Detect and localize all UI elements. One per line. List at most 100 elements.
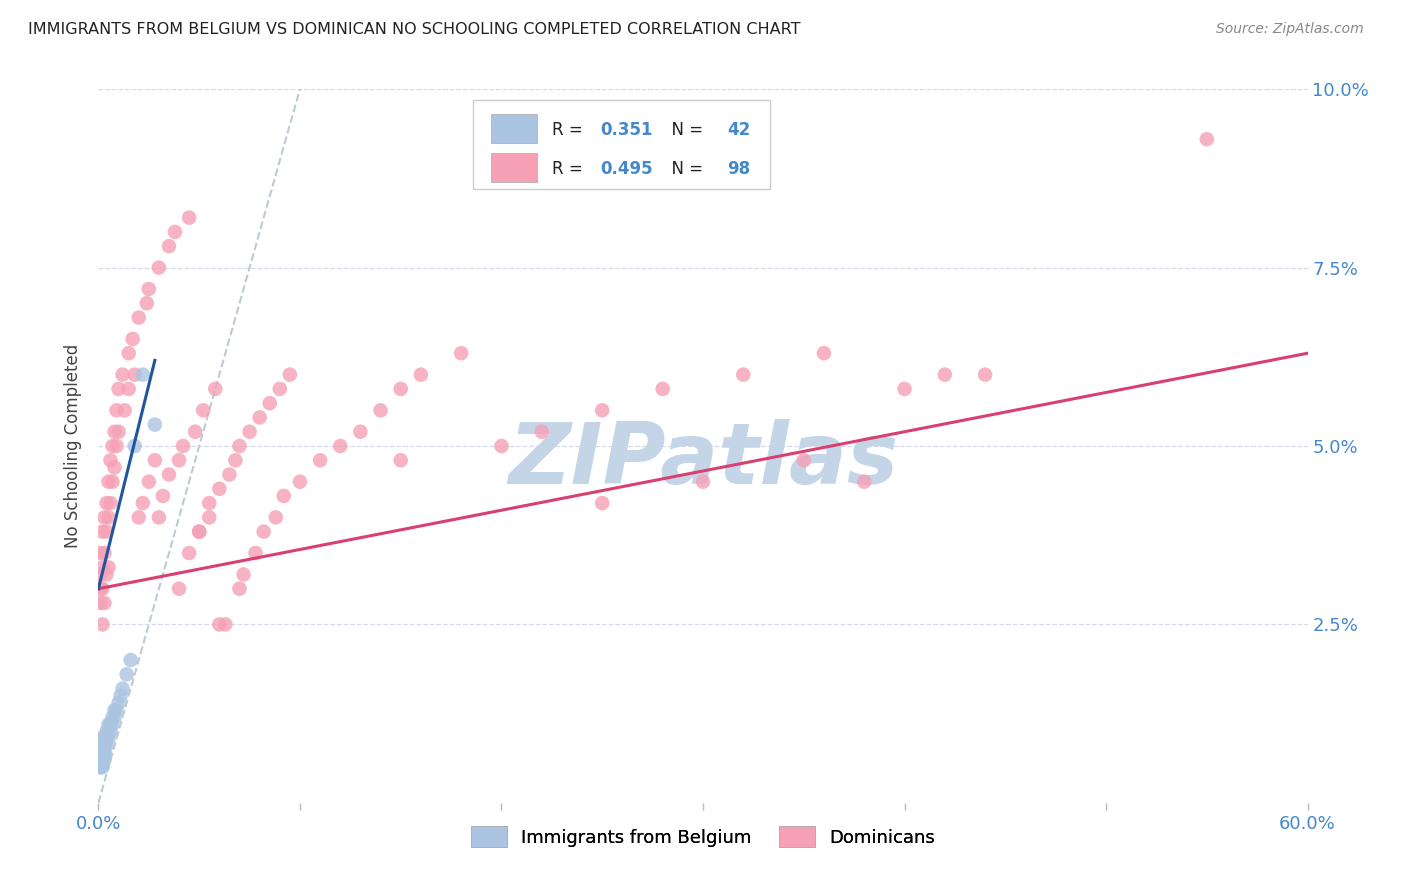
FancyBboxPatch shape — [492, 114, 537, 143]
Point — [179, 546, 201, 560]
Point — [1195, 132, 1218, 146]
Text: N =: N = — [661, 120, 709, 139]
Point — [100, 724, 122, 739]
Point — [143, 453, 166, 467]
Point — [148, 510, 170, 524]
Text: 42: 42 — [727, 120, 751, 139]
Point — [114, 403, 136, 417]
FancyBboxPatch shape — [474, 100, 769, 189]
Point — [853, 475, 876, 489]
Point — [239, 425, 262, 439]
Point — [309, 453, 332, 467]
Point — [103, 703, 125, 717]
Point — [793, 453, 815, 467]
Point — [934, 368, 956, 382]
Point — [93, 731, 115, 746]
Point — [253, 524, 276, 539]
Point — [132, 496, 155, 510]
Point — [89, 760, 111, 774]
Point — [89, 567, 111, 582]
Point — [93, 596, 115, 610]
Point — [409, 368, 432, 382]
Point — [91, 739, 114, 753]
Point — [111, 681, 134, 696]
Point — [288, 475, 311, 489]
Point — [91, 731, 114, 746]
Point — [152, 489, 174, 503]
FancyBboxPatch shape — [492, 153, 537, 182]
Point — [389, 382, 412, 396]
Point — [91, 753, 114, 767]
Point — [89, 746, 111, 760]
Text: ZIPatlas: ZIPatlas — [508, 418, 898, 502]
Point — [163, 225, 186, 239]
Point — [89, 582, 111, 596]
Point — [91, 560, 114, 574]
Point — [93, 546, 115, 560]
Point — [120, 653, 142, 667]
Point — [97, 731, 120, 746]
Text: 0.495: 0.495 — [600, 161, 652, 178]
Point — [93, 510, 115, 524]
Point — [107, 425, 129, 439]
Point — [450, 346, 472, 360]
Point — [91, 617, 114, 632]
Point — [91, 524, 114, 539]
Point — [157, 239, 180, 253]
Point — [204, 382, 226, 396]
Point — [105, 403, 128, 417]
Point — [91, 746, 114, 760]
Point — [198, 510, 221, 524]
Point — [530, 425, 553, 439]
Point — [89, 739, 111, 753]
Point — [167, 582, 190, 596]
Point — [218, 467, 240, 482]
Y-axis label: No Schooling Completed: No Schooling Completed — [65, 344, 83, 548]
Point — [329, 439, 352, 453]
Point — [389, 453, 412, 467]
Point — [97, 724, 120, 739]
Point — [96, 724, 118, 739]
Point — [184, 425, 207, 439]
Point — [107, 696, 129, 710]
Point — [103, 425, 125, 439]
Point — [89, 596, 111, 610]
Point — [91, 582, 114, 596]
Point — [101, 439, 124, 453]
Point — [93, 739, 115, 753]
Point — [370, 403, 392, 417]
Point — [132, 368, 155, 382]
Point — [974, 368, 997, 382]
Point — [214, 617, 236, 632]
Point — [172, 439, 194, 453]
Text: R =: R = — [551, 120, 588, 139]
Point — [228, 582, 250, 596]
Point — [97, 475, 120, 489]
Point — [692, 475, 714, 489]
Point — [101, 717, 124, 731]
Point — [91, 753, 114, 767]
Point — [111, 368, 134, 382]
Point — [269, 382, 291, 396]
Point — [591, 403, 613, 417]
Point — [188, 524, 211, 539]
Point — [96, 739, 118, 753]
Point — [96, 524, 118, 539]
Point — [128, 510, 150, 524]
Point — [96, 731, 118, 746]
Point — [148, 260, 170, 275]
Point — [259, 396, 281, 410]
Point — [264, 510, 287, 524]
Point — [591, 496, 613, 510]
Text: 98: 98 — [727, 161, 751, 178]
Point — [273, 489, 295, 503]
Point — [101, 710, 124, 724]
Point — [143, 417, 166, 432]
Point — [89, 753, 111, 767]
Point — [103, 710, 125, 724]
Point — [97, 510, 120, 524]
Point — [91, 746, 114, 760]
Point — [105, 439, 128, 453]
Point — [208, 482, 231, 496]
Point — [89, 760, 111, 774]
